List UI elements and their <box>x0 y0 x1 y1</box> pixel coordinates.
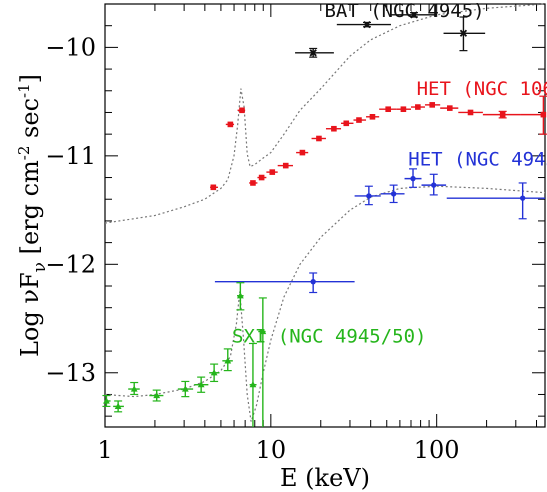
x-tick-label: 10 <box>256 436 287 464</box>
data-point <box>282 162 289 169</box>
data-point <box>415 104 421 110</box>
upper-model <box>104 3 546 224</box>
data-point <box>400 106 407 113</box>
data-point <box>366 193 372 199</box>
data-point <box>410 175 416 182</box>
x-axis-label: E (keV) <box>280 464 370 492</box>
data-point <box>331 125 337 132</box>
lower-model <box>104 185 546 422</box>
x-tick-label: 100 <box>414 436 460 464</box>
x-tick-label: 1 <box>97 436 112 464</box>
data-point <box>236 292 244 299</box>
annotation-label: HET (NGC 1068) <box>417 78 547 100</box>
data-point <box>390 191 397 197</box>
data-point <box>197 381 205 388</box>
data-point <box>210 184 217 191</box>
data-point <box>540 111 547 118</box>
data-point <box>249 381 257 388</box>
model-curves <box>104 3 546 422</box>
data-point <box>467 109 474 116</box>
y-label-part: [erg cm <box>16 160 44 262</box>
data-point <box>369 114 376 120</box>
data-point <box>114 402 122 409</box>
data-point <box>316 135 322 142</box>
data-point <box>363 20 371 29</box>
data-point <box>459 29 468 37</box>
data-point <box>181 385 189 392</box>
y-tick-label: −12 <box>45 250 96 278</box>
data-point <box>519 195 526 201</box>
data-point <box>499 111 506 118</box>
annotations: BAT (NGC 4945) HET (NGC 1068) HET (NGC 494… <box>232 0 547 347</box>
y-tick-label: −11 <box>45 142 96 170</box>
data-point <box>210 369 218 376</box>
data-point <box>239 107 245 114</box>
data-point <box>309 49 317 57</box>
data-point <box>431 182 437 188</box>
data-point <box>410 11 418 19</box>
series-1 <box>210 95 547 191</box>
y-tick-label: −10 <box>45 33 96 61</box>
y-label-part: ] <box>16 74 44 83</box>
data-point <box>250 180 256 186</box>
data-point <box>385 106 391 113</box>
annotation-label: HET (NGC 4945/50) <box>408 149 547 171</box>
data-point <box>269 169 276 175</box>
y-label-part: ν <box>30 262 50 272</box>
annotation-label: BAT (NGC 4945) <box>324 0 484 22</box>
annotation-label: SXI (NGC 4945/50) <box>232 325 426 347</box>
data-point <box>429 102 436 108</box>
data-point <box>259 327 267 335</box>
series-2 <box>214 168 545 294</box>
data-point <box>130 385 138 392</box>
data-point <box>258 174 265 181</box>
data-point <box>310 278 316 285</box>
y-axis-label: Log νFν [erg cm-2 sec-1] <box>15 74 50 357</box>
data-point <box>447 105 453 111</box>
y-label-part: -1 <box>15 83 33 98</box>
data-point <box>153 391 161 399</box>
data-point <box>103 397 110 404</box>
data-point <box>299 149 306 156</box>
data-series <box>102 11 547 427</box>
y-label-part: -2 <box>15 146 33 161</box>
data-point <box>356 117 362 123</box>
plot-frame <box>104 3 546 428</box>
y-label-part: sec <box>16 98 44 146</box>
axis-ticks: 1 10 100 −10 −11 −12 −13 <box>45 3 545 464</box>
y-label-part: Log νF <box>16 272 44 357</box>
data-point <box>227 121 234 128</box>
y-tick-label: −13 <box>45 359 96 387</box>
data-point <box>343 120 350 127</box>
series-0 <box>295 11 486 58</box>
series-3 <box>102 282 267 427</box>
data-point <box>224 357 232 364</box>
